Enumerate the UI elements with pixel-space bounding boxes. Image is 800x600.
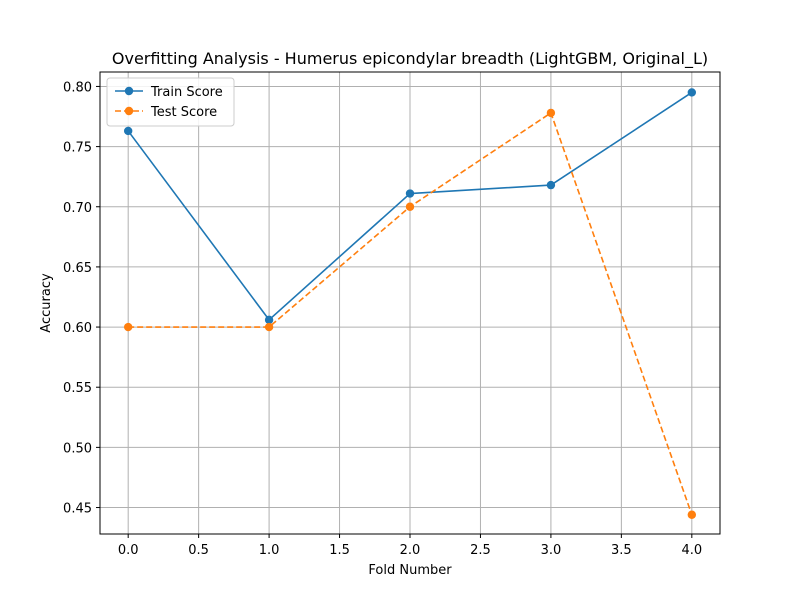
- legend-marker-test-score: [124, 106, 134, 116]
- chart-title: Overfitting Analysis - Humerus epicondyl…: [112, 49, 708, 69]
- axis-ticks: 0.0 0.5 1.0 1.5 2.0 2.5 3.0 3.5 4.0 0.45 0.50 0.55 0…: [63, 80, 702, 558]
- series-train-score: [123, 88, 697, 325]
- y-tick-label: 0.60: [63, 321, 92, 336]
- x-tick-label: 0.0: [118, 543, 139, 558]
- y-tick-label: 0.65: [63, 261, 92, 276]
- data-point-test-score: [123, 322, 133, 332]
- legend-label-train-score: Train Score: [150, 85, 223, 100]
- data-point-train-score: [264, 315, 274, 325]
- data-point-test-score: [405, 202, 415, 211]
- y-axis-label: Accuracy: [39, 273, 54, 333]
- x-tick-label: 3.5: [611, 543, 632, 558]
- x-tick-label: 3.0: [541, 543, 562, 558]
- x-tick-label: 0.5: [188, 543, 209, 558]
- data-point-train-score: [405, 189, 415, 198]
- x-tick-label: 1.0: [259, 543, 280, 558]
- y-tick-label: 0.80: [63, 80, 92, 95]
- legend-item-test-score: Test Score: [115, 105, 217, 120]
- x-tick-label: 1.5: [329, 543, 350, 558]
- data-point-test-score: [546, 108, 556, 118]
- x-tick-label: 4.0: [681, 543, 702, 558]
- legend: Train Score Test Score: [106, 77, 235, 127]
- y-tick-label: 0.50: [63, 441, 92, 456]
- legend-box: [106, 77, 235, 127]
- legend-marker-train-score: [124, 86, 134, 96]
- series-layer: [123, 88, 697, 519]
- data-point-test-score: [264, 322, 274, 332]
- legend-item-train-score: Train Score: [115, 85, 223, 100]
- y-tick-label: 0.70: [63, 201, 92, 216]
- x-axis-label: Fold Number: [368, 563, 452, 578]
- y-tick-label: 0.55: [63, 381, 92, 396]
- x-tick-label: 2.0: [400, 543, 421, 558]
- data-point-train-score: [687, 88, 697, 97]
- data-point-train-score: [123, 126, 133, 136]
- y-tick-label: 0.45: [63, 502, 92, 517]
- series-test-score: [123, 108, 697, 519]
- data-point-test-score: [687, 510, 697, 519]
- data-point-train-score: [546, 180, 556, 190]
- y-tick-label: 0.75: [63, 141, 92, 156]
- legend-label-test-score: Test Score: [150, 105, 217, 120]
- x-tick-label: 2.5: [470, 543, 491, 558]
